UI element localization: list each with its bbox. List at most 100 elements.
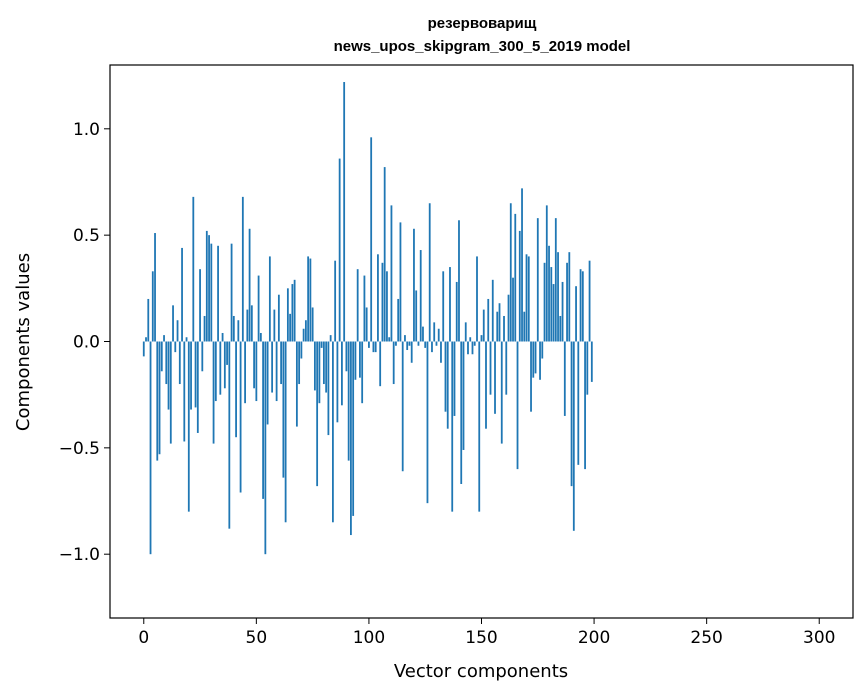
x-tick-label: 0 [138,628,149,648]
bar [181,247,183,342]
bar [196,341,199,433]
bar [298,341,301,385]
bar [293,279,296,342]
bar [176,320,179,342]
bar [365,307,368,342]
bar [460,341,463,484]
bar [185,337,188,342]
x-tick-label: 150 [465,628,497,648]
bar [557,252,559,342]
bar [386,271,388,342]
bar [566,262,568,342]
bar [478,341,481,512]
chart-title-line1: резервоварищ [428,15,537,32]
bar [433,322,436,342]
bar [235,341,237,438]
bar [163,335,165,342]
bar [284,341,287,523]
bar [343,82,346,342]
bar [498,303,501,342]
bar [397,298,400,342]
y-tick-label: −0.5 [59,439,100,459]
bar [187,341,190,512]
bar [313,341,316,391]
plot-frame [109,64,854,619]
bar [318,341,321,404]
bar [300,341,303,359]
bar [237,320,240,342]
bar [248,228,251,342]
bar [532,341,535,378]
bar [545,205,548,342]
bar [165,341,168,385]
bars-group [142,82,593,555]
bar [413,228,415,342]
bar [377,254,379,342]
bar [199,269,201,342]
bar [241,196,244,342]
bar [345,341,348,372]
bar [446,341,449,429]
bar [590,341,593,382]
bar [201,341,204,372]
bar [255,341,258,402]
bar [327,341,330,436]
bar [311,307,314,342]
bar [541,341,544,359]
bar [471,341,474,355]
bar [451,341,454,512]
bar [521,188,523,342]
bar [210,243,213,342]
bar [401,341,404,472]
bar [467,341,469,355]
bar [442,271,445,342]
bar [476,256,478,342]
x-tick-label: 200 [578,628,610,648]
bar [332,341,334,523]
x-tick-label: 50 [246,628,268,648]
bar [469,337,472,342]
bar [503,315,505,342]
bar [172,305,174,342]
bar [415,290,418,342]
bar [178,341,181,385]
x-tick-label: 300 [803,628,835,648]
bar [530,341,532,412]
bar [480,335,483,342]
bar [239,341,242,493]
bar [244,341,246,404]
bar [534,341,537,374]
bar [286,288,289,342]
bar [485,341,487,429]
bar [336,341,339,423]
y-axis-label: Components values [13,253,34,431]
bar [295,341,298,427]
bar [392,341,395,385]
bar [205,230,208,342]
bar [422,326,424,342]
bar [536,218,539,342]
bar [458,220,460,342]
bar [379,341,382,387]
bar [550,267,553,342]
bar [304,320,307,342]
bar [525,254,528,342]
bar [559,315,562,342]
bar [505,341,508,395]
bar [356,269,359,342]
bar [307,256,310,342]
bar [523,311,526,342]
bar [183,341,186,442]
bar [289,313,292,342]
bar [496,311,499,342]
bar [203,315,206,342]
bar [568,252,571,342]
bar [190,341,192,410]
bar [572,341,575,531]
bar [217,245,219,342]
x-axis-ticks: 0 50 100 150 200 250 300 [138,618,835,648]
bar [275,341,278,402]
bar [160,341,163,372]
bar [214,341,217,402]
bar [390,205,393,342]
